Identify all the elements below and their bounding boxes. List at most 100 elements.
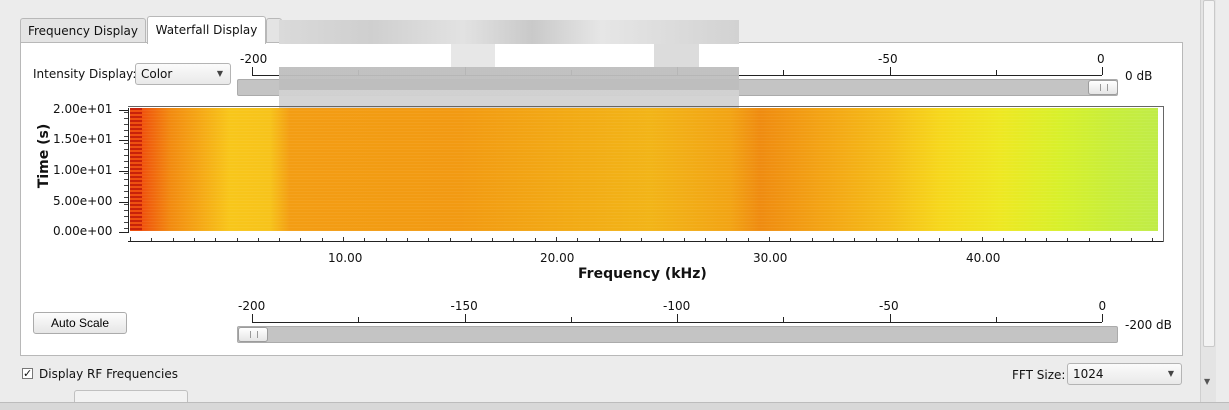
y-minor-tick xyxy=(124,148,128,150)
chevron-down-icon: ▼ xyxy=(1167,369,1174,378)
x-tick-mark xyxy=(321,238,323,241)
y-minor-tick xyxy=(124,227,128,229)
x-tick-mark xyxy=(236,238,238,241)
y-minor-tick xyxy=(124,136,128,138)
y-tick-label: 1.00e+01 xyxy=(53,163,113,177)
x-tick-mark xyxy=(193,238,195,241)
bottom-tick-label: 0 xyxy=(1098,299,1107,313)
waterfall-plot[interactable] xyxy=(130,108,1158,231)
y-minor-tick xyxy=(124,185,128,187)
display-rf-label: Display RF Frequencies xyxy=(39,367,178,381)
top-tick-label-minus200: -200 xyxy=(240,52,268,66)
top-tick-mark xyxy=(1102,67,1103,75)
y-tick-mark xyxy=(119,171,128,172)
y-minor-tick xyxy=(124,197,128,199)
top-tick-mark xyxy=(889,67,891,75)
y-tick-label: 2.00e+01 xyxy=(53,102,113,116)
top-slider-handle[interactable] xyxy=(1088,80,1118,95)
y-tick-mark xyxy=(119,232,128,233)
scroll-down-icon[interactable]: ▼ xyxy=(1204,377,1211,386)
bottom-scale-line xyxy=(252,322,1102,323)
fft-size-select[interactable]: 1024 ▼ xyxy=(1067,363,1182,385)
bottom-tick-mark xyxy=(889,314,891,322)
y-tick-mark xyxy=(119,110,128,111)
hidden-button-edge xyxy=(74,390,188,403)
plot-top-line xyxy=(128,106,1164,107)
x-tick-mark xyxy=(385,238,387,241)
x-axis-line xyxy=(128,241,1164,242)
bottom-tick-label: -50 xyxy=(879,299,899,313)
tab-waterfall-display-label: Waterfall Display xyxy=(155,23,258,37)
y-tick-label: 1.50e+01 xyxy=(53,132,113,146)
y-minor-tick xyxy=(124,118,128,120)
intensity-display-label: Intensity Display: xyxy=(33,67,137,81)
x-tick-mark xyxy=(343,237,344,241)
x-tick-label: 40.00 xyxy=(966,251,1001,265)
display-rf-checkbox[interactable]: ✓ xyxy=(22,367,33,380)
bottom-tick-mark xyxy=(995,317,997,322)
x-tick-mark xyxy=(918,238,920,241)
x-tick-mark xyxy=(811,238,813,241)
y-axis-title: Time (s) xyxy=(36,123,52,189)
x-tick-mark xyxy=(300,238,302,241)
bottom-tick-mark xyxy=(1102,314,1103,322)
bottom-tick-mark xyxy=(783,317,785,322)
x-tick-mark xyxy=(1109,238,1111,241)
y-minor-tick xyxy=(124,215,128,217)
x-tick-mark xyxy=(492,238,494,241)
bottom-tick-label: -150 xyxy=(450,299,478,313)
x-tick-mark xyxy=(1131,238,1133,241)
tab-frequency-display[interactable]: Frequency Display xyxy=(20,18,146,43)
bottom-tick-mark xyxy=(358,317,360,322)
x-tick-mark xyxy=(982,237,983,241)
y-tick-label: 5.00e+00 xyxy=(53,194,113,208)
y-minor-tick xyxy=(124,112,128,113)
bottom-tick-label: -200 xyxy=(238,299,266,313)
x-axis-title: Frequency (kHz) xyxy=(578,266,707,282)
x-tick-label: 10.00 xyxy=(328,251,363,265)
x-tick-mark xyxy=(896,238,898,241)
x-tick-mark xyxy=(428,238,430,241)
x-tick-mark xyxy=(1003,238,1005,241)
y-minor-tick xyxy=(124,191,128,193)
top-tick-label-minus50: -50 xyxy=(878,52,898,66)
x-tick-mark xyxy=(1088,238,1090,241)
x-tick-mark xyxy=(470,238,472,241)
bottom-intensity-slider[interactable] xyxy=(237,326,1118,343)
x-tick-mark xyxy=(513,238,515,241)
x-tick-mark xyxy=(172,238,174,241)
scrollbar-thumb[interactable] xyxy=(1203,0,1215,347)
y-minor-tick xyxy=(124,221,128,223)
x-tick-mark xyxy=(662,238,664,241)
x-tick-mark xyxy=(875,238,877,241)
vertical-scrollbar[interactable]: ▼ xyxy=(1200,0,1216,409)
y-axis-line xyxy=(128,108,129,233)
x-tick-mark xyxy=(854,238,856,241)
bottom-slider-handle[interactable] xyxy=(238,327,268,342)
y-minor-tick xyxy=(124,124,128,126)
y-minor-tick xyxy=(124,203,128,205)
x-tick-mark xyxy=(960,238,962,241)
bottom-tick-mark xyxy=(677,314,678,322)
top-tick-mark xyxy=(252,67,253,75)
x-tick-label: 20.00 xyxy=(540,251,575,265)
bottom-slider-value: -200 dB xyxy=(1125,318,1172,332)
chevron-down-icon: ▼ xyxy=(216,69,223,78)
tab-frequency-display-label: Frequency Display xyxy=(27,24,139,38)
y-minor-tick xyxy=(124,154,128,156)
x-tick-mark xyxy=(769,237,770,241)
x-tick-mark xyxy=(705,238,707,241)
fft-size-label: FFT Size: xyxy=(1012,368,1066,382)
x-tick-mark xyxy=(726,238,728,241)
x-tick-mark xyxy=(577,238,579,241)
blurred-overlay xyxy=(279,20,739,112)
bottom-border xyxy=(0,402,1229,410)
y-minor-tick xyxy=(124,130,128,132)
tab-waterfall-display[interactable]: Waterfall Display xyxy=(147,16,266,44)
intensity-display-value: Color xyxy=(141,67,173,81)
auto-scale-button[interactable]: Auto Scale xyxy=(33,312,127,334)
y-minor-tick xyxy=(124,209,128,211)
y-tick-mark xyxy=(119,202,128,203)
intensity-display-select[interactable]: Color ▼ xyxy=(135,63,231,85)
x-tick-mark xyxy=(747,238,749,241)
